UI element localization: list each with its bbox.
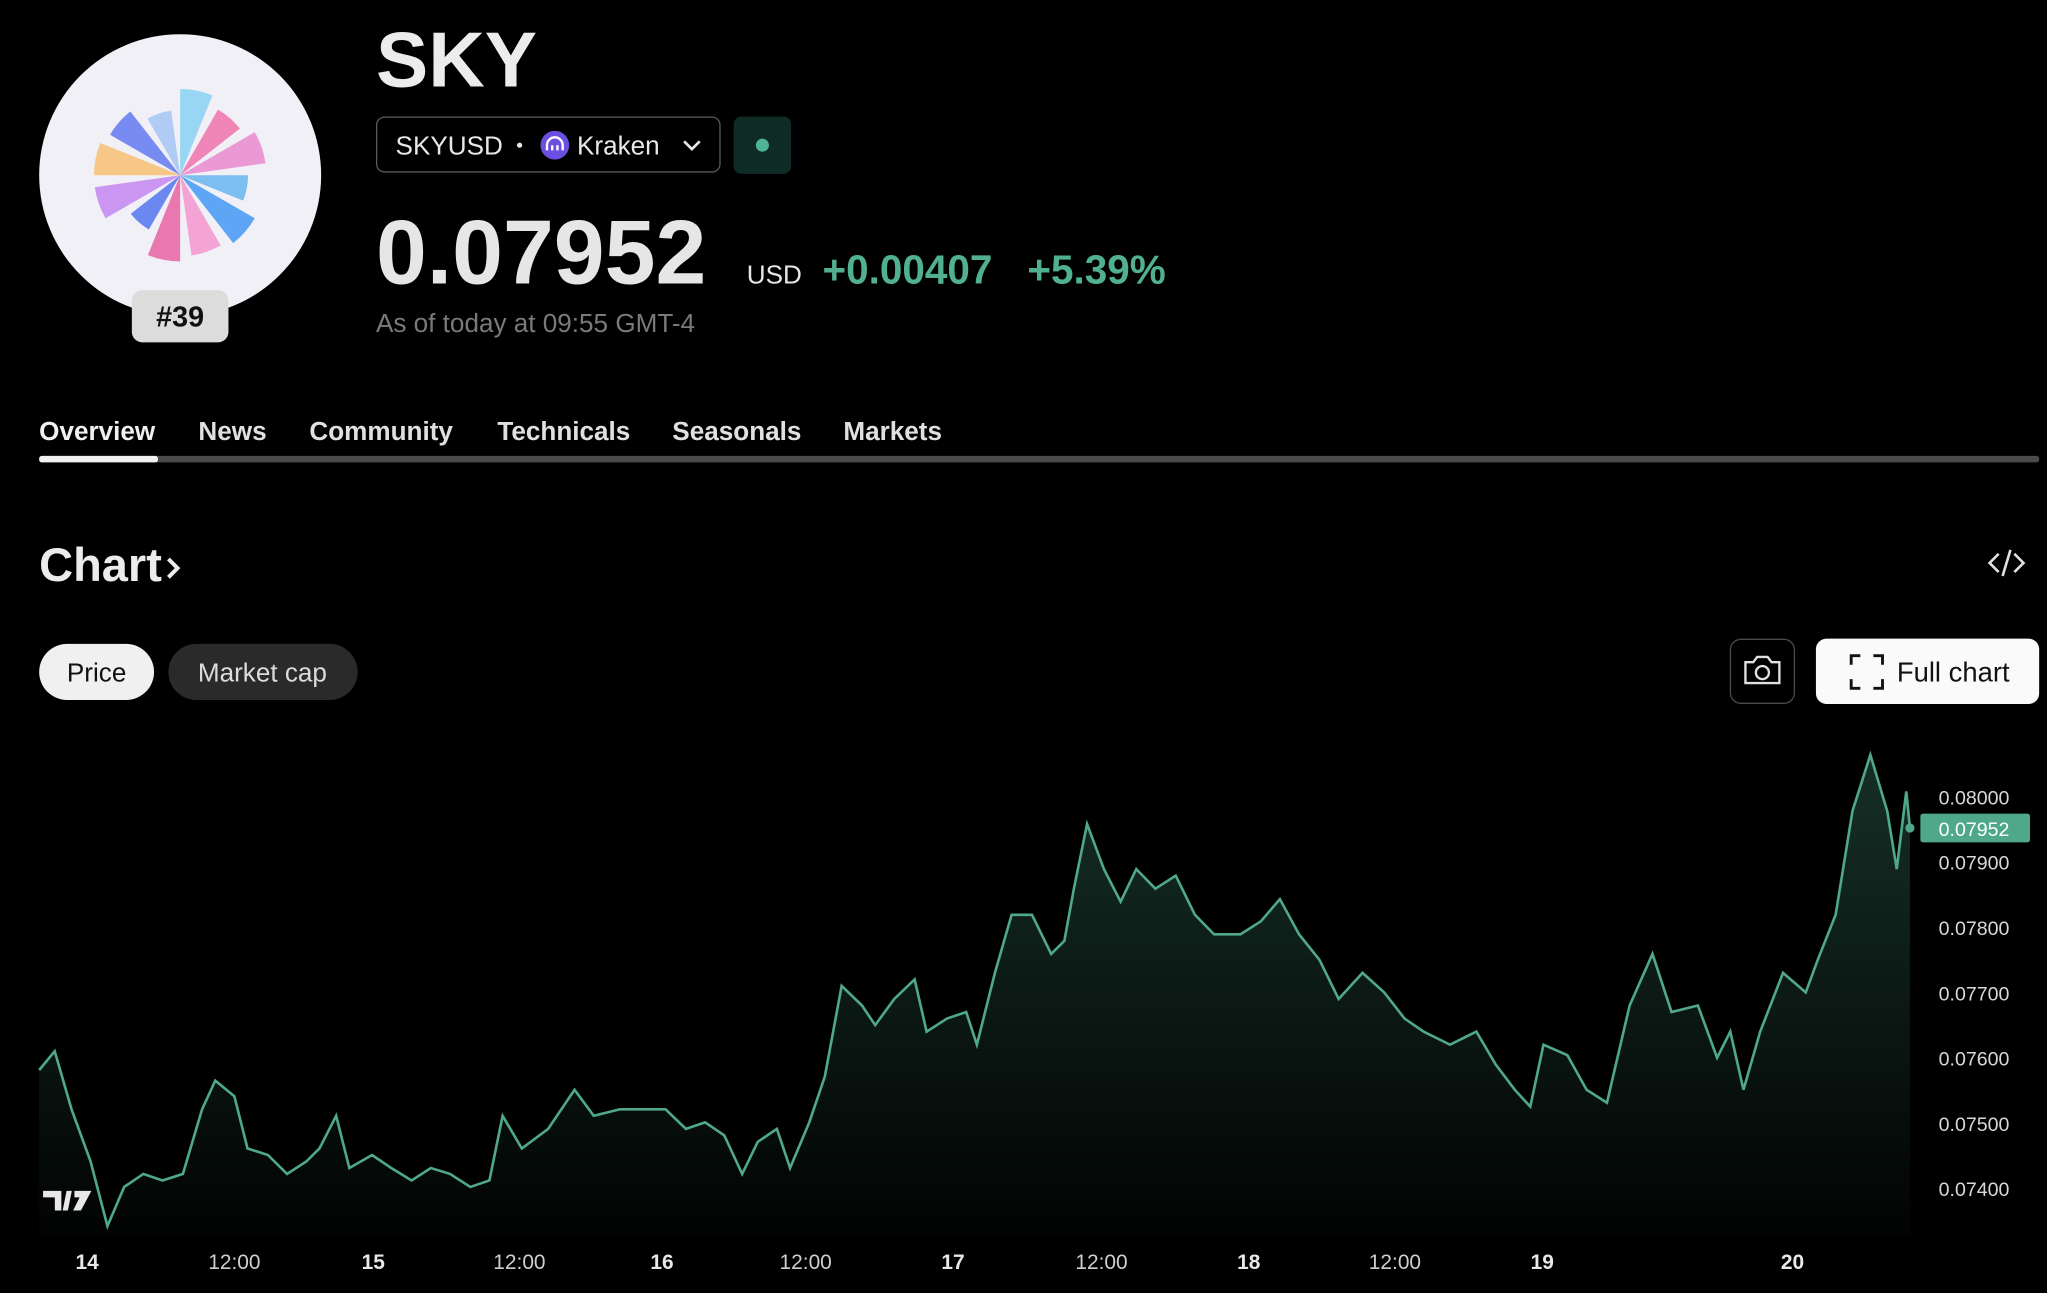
x-tick-label: 12:00 <box>208 1251 260 1274</box>
logo-wedge <box>110 111 181 176</box>
price-area <box>39 754 1910 1234</box>
tab[interactable]: News <box>198 416 266 446</box>
separator-dot <box>516 142 523 148</box>
tradingview-logo <box>43 1190 92 1211</box>
logo-wedge <box>130 175 181 230</box>
x-tick-label: 12:00 <box>1075 1251 1127 1274</box>
exchange-icon <box>540 130 570 160</box>
y-tick-label: 0.08000 <box>1939 787 2010 809</box>
tab[interactable]: Technicals <box>497 416 630 446</box>
logo-wedge <box>93 142 181 176</box>
x-tick-label: 20 <box>1781 1251 1804 1274</box>
full-chart-button[interactable] <box>1815 638 2040 704</box>
full-chart-label: Full chart <box>1897 657 2010 688</box>
toggle-label: Price <box>67 658 126 688</box>
y-tick-label: 0.07600 <box>1939 1049 2010 1071</box>
y-tick-label: 0.07900 <box>1939 853 2010 875</box>
x-tick-label: 12:00 <box>1369 1251 1421 1274</box>
last-price-dot <box>1905 823 1915 833</box>
tab[interactable]: Seasonals <box>672 416 801 446</box>
logo-wedge <box>180 175 249 201</box>
exchange-icon-glyph <box>545 136 564 151</box>
price-chart: 0.07400 0.07500 0.07600 0.07700 0.07800 0.079… <box>38 750 2031 1274</box>
y-tick-label: 0.07800 <box>1939 918 2010 940</box>
last-price-badge <box>1920 813 2031 843</box>
exchange: Kraken <box>577 130 660 160</box>
logo-wedge <box>147 110 181 176</box>
title: SKY <box>376 15 537 103</box>
change-percent: +5.39% <box>1027 247 1165 293</box>
tab[interactable]: Overview <box>39 416 156 446</box>
y-tick-label: 0.07400 <box>1939 1179 2010 1201</box>
chevron-right <box>167 557 181 579</box>
x-tick-label: 16 <box>650 1251 673 1274</box>
x-tick-label: 19 <box>1531 1251 1554 1274</box>
x-tick-label: 15 <box>362 1251 386 1274</box>
camera-lens <box>1754 664 1771 681</box>
rank-badge <box>131 290 229 343</box>
tab[interactable]: Community <box>309 416 453 446</box>
chevron-down <box>683 140 701 151</box>
embed-icon[interactable] <box>1987 549 2026 577</box>
x-tick-label: 14 <box>75 1251 99 1274</box>
price-line <box>38 750 1912 1231</box>
camera-icon <box>1744 655 1781 685</box>
currency: USD <box>747 260 802 290</box>
logo-wedge <box>180 175 221 256</box>
toggle-label: Market cap <box>198 658 327 688</box>
change: +0.00407 <box>822 247 992 293</box>
logo-pinwheel <box>93 89 266 262</box>
logo-wedge <box>180 109 240 176</box>
y-tick-label: 0.07700 <box>1939 983 2010 1005</box>
symbol-selector[interactable] <box>375 116 721 173</box>
logo-wedge <box>180 175 255 244</box>
logo-wedge <box>147 175 181 262</box>
toggle-market-cap[interactable] <box>168 643 358 701</box>
tab-indicator <box>39 455 158 463</box>
logo-wedge <box>180 132 266 176</box>
as-of: As of today at 09:55 GMT-4 <box>376 308 695 338</box>
x-tick-label: 12:00 <box>493 1251 545 1274</box>
logo-wedge <box>94 175 181 219</box>
x-tick-label: 12:00 <box>780 1251 832 1274</box>
x-tick-label: 17 <box>941 1251 964 1274</box>
symbol: SKYUSD <box>396 130 503 160</box>
section-title[interactable]: Chart <box>39 538 162 591</box>
fullscreen-icon <box>1849 654 1884 690</box>
rank: #39 <box>156 302 204 334</box>
tab-track <box>39 455 2040 463</box>
status-dot <box>755 138 769 152</box>
screenshot-button[interactable] <box>1729 638 1796 704</box>
last-price-label: 0.07952 <box>1939 819 2010 841</box>
toggle-price[interactable] <box>39 643 155 701</box>
x-tick-label: 18 <box>1237 1251 1260 1274</box>
y-tick-label: 0.07500 <box>1939 1114 2010 1136</box>
logo-wedge <box>180 89 213 176</box>
tab[interactable]: Markets <box>843 416 942 446</box>
tabs: Overview News Community Technicals Seasonals… <box>39 416 942 446</box>
price: 0.07952 <box>376 202 706 304</box>
